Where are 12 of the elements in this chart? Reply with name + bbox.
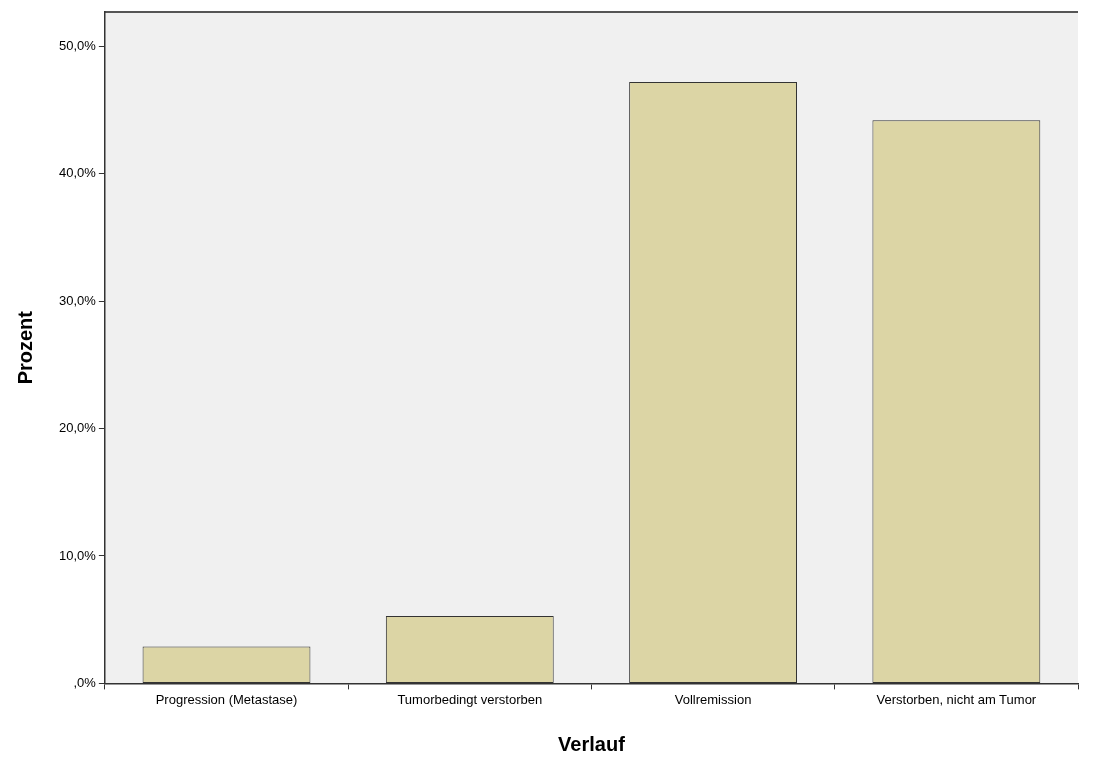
y-tick-label: 40,0% (58, 165, 97, 181)
x-axis-title: Verlauf (558, 732, 626, 755)
y-axis-title: Prozent (13, 310, 36, 385)
y-tick-label: ,0% (73, 674, 97, 690)
x-tick-label: Progression (Metastase) (155, 691, 298, 707)
y-tick-label: 50,0% (58, 37, 97, 53)
y-tick-label: 20,0% (58, 420, 97, 436)
x-tick-label: Vollremission (674, 691, 752, 707)
x-tick-label: Tumorbedingt verstorben (397, 691, 543, 707)
y-tick-label: 10,0% (58, 547, 97, 563)
x-tick-label: Verstorben, nicht am Tumor (876, 691, 1037, 707)
y-tick-label: 30,0% (58, 292, 97, 308)
